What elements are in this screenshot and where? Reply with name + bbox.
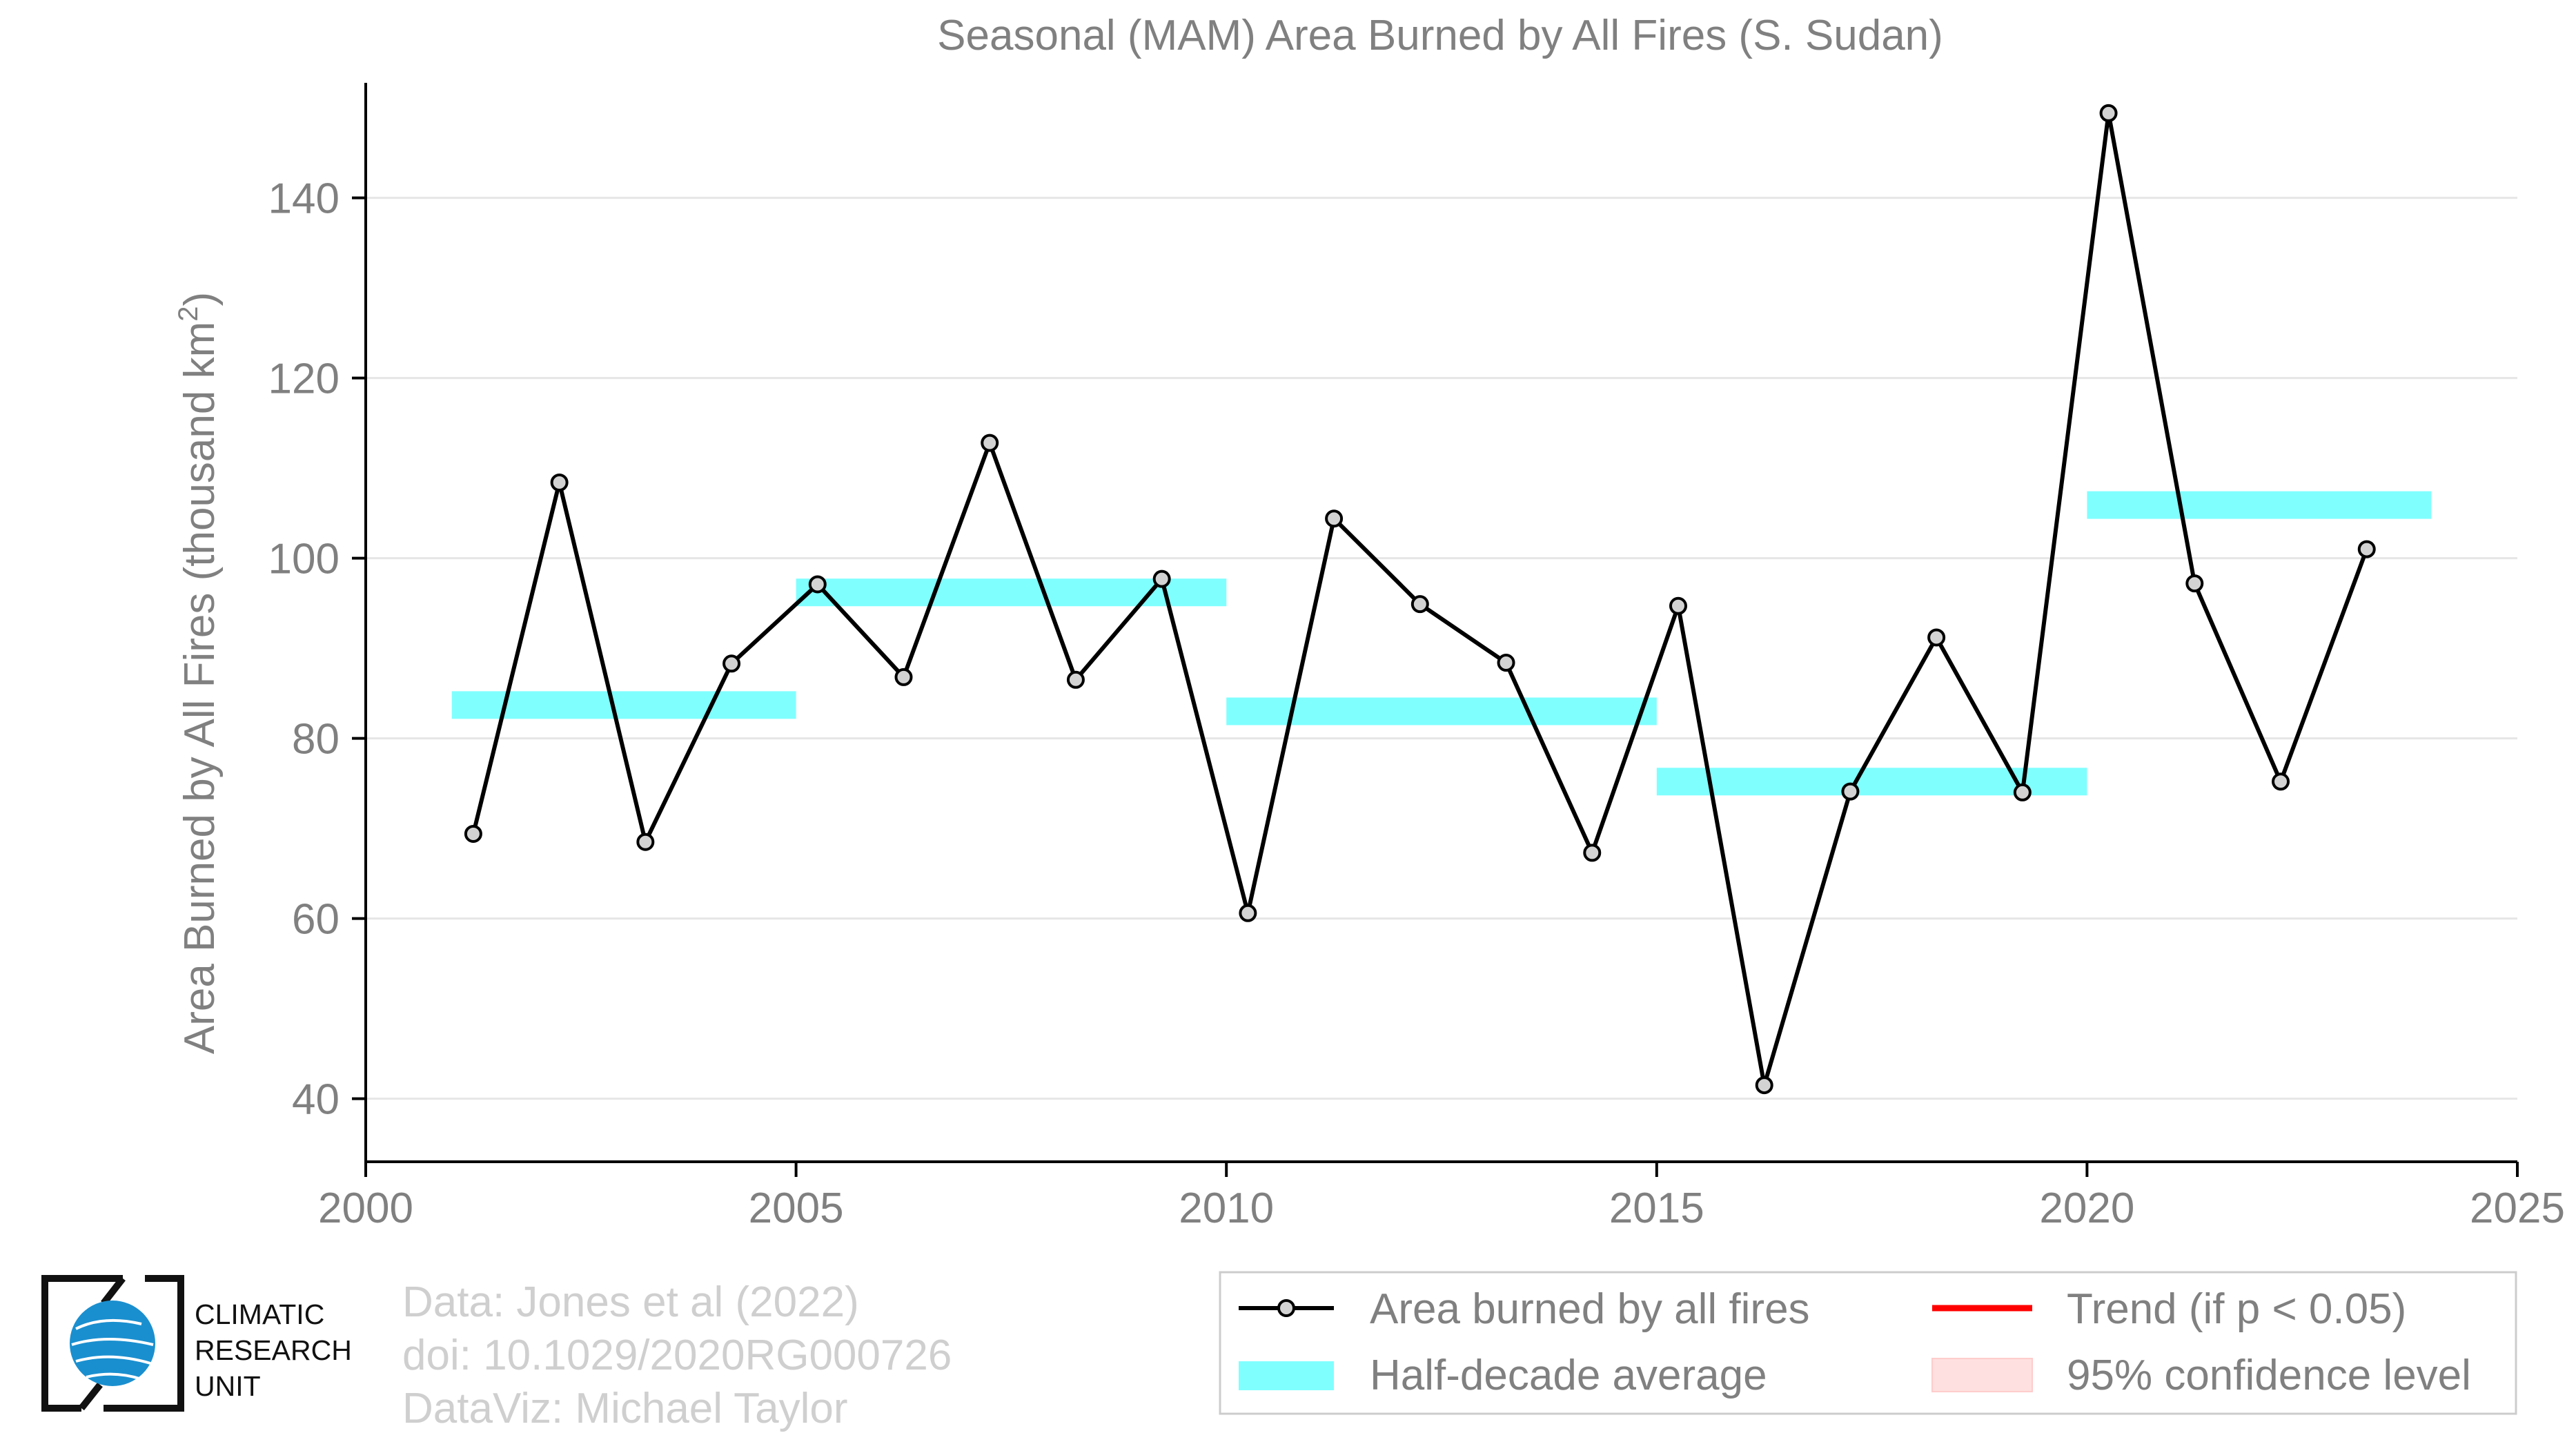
half-decade-bar [2087,491,2432,519]
y-tick-label: 100 [268,536,340,583]
x-tick-label: 2005 [749,1185,844,1232]
y-tick-label: 60 [292,896,340,944]
data-point [2357,540,2376,558]
credits-data: Data: Jones et al (2022) [402,1278,859,1326]
chart-title: Seasonal (MAM) Area Burned by All Fires … [937,12,1943,59]
credits: Data: Jones et al (2022) doi: 10.1029/20… [402,1276,952,1435]
data-point [1410,595,1429,614]
y-axis-label-main: Area Burned by All Fires (thousand km [176,322,224,1054]
y-axis-label: Area Burned by All Fires (thousand km2) [173,292,224,1054]
legend-label-area-burned: Area burned by all fires [1370,1285,1810,1333]
legend: Area burned by all fires Trend (if p < 0… [1219,1271,2517,1415]
credits-dataviz: DataViz: Michael Taylor [402,1385,848,1432]
data-point [2185,574,2204,593]
logo-slash-top-icon [101,1276,126,1306]
data-point [1583,844,1602,862]
legend-frame [1219,1271,2517,1415]
data-point [1239,904,1257,922]
y-tick-label: 80 [292,716,340,763]
credits-doi: doi: 10.1029/2020RG000726 [402,1332,952,1379]
data-point [2099,104,2118,122]
cru-logo [41,1275,184,1412]
half-decade-average-bars [451,491,2432,796]
data-point [1927,628,1946,647]
data-point [894,668,913,686]
logo-slash-bottom-icon [79,1382,103,1411]
data-point [1669,596,1687,615]
data-point [1066,670,1085,689]
series-markers [464,104,2376,1095]
y-tick-label: 140 [268,175,340,223]
x-axis: 2000 2005 2010 2015 2020 2025 [318,1160,2565,1232]
y-tick-label: 40 [292,1076,340,1124]
y-axis-label-close: ) [176,292,224,306]
data-point [722,654,741,673]
logo-bracket-right-icon [104,1275,184,1412]
data-point [1325,509,1344,528]
logo-text-line-2: RESEARCH [195,1334,352,1366]
legend-half-decade-icon [1239,1361,1334,1390]
data-point [550,473,569,491]
data-point [2013,783,2032,801]
data-point [2272,772,2290,791]
legend-confidence-icon [1931,1358,2033,1392]
data-point [981,434,999,452]
logo-globe-swirl-icon [71,1318,154,1381]
data-point [808,575,827,594]
x-tick-label: 2020 [2039,1185,2134,1232]
data-point [1755,1076,1773,1095]
y-axis-label-superscript: 2 [173,306,204,322]
x-tick-label: 2015 [1609,1185,1704,1232]
x-tick-label: 2000 [318,1185,413,1232]
logo-text-line-1: CLIMATIC [195,1298,325,1330]
x-tick-label: 2025 [2470,1185,2565,1232]
data-point [1152,569,1171,588]
legend-label-trend: Trend (if p < 0.05) [2067,1285,2406,1333]
data-point [1497,654,1515,672]
legend-label-half-decade: Half-decade average [1370,1352,1767,1399]
gridlines [366,197,2517,1100]
legend-label-confidence: 95% confidence level [2067,1352,2471,1399]
y-axis: 40 60 80 100 120 140 [268,83,367,1162]
logo-text-line-3: UNIT [195,1370,261,1402]
y-tick-label: 120 [268,356,340,403]
data-point [636,832,655,851]
logo-bracket-left-icon [41,1275,123,1412]
half-decade-bar [1226,697,1657,726]
data-point [1841,782,1860,801]
logo-text: CLIMATIC RESEARCH UNIT [195,1296,352,1404]
data-point [464,824,482,843]
legend-marker-icon [1277,1299,1295,1317]
x-tick-label: 2010 [1179,1185,1274,1232]
